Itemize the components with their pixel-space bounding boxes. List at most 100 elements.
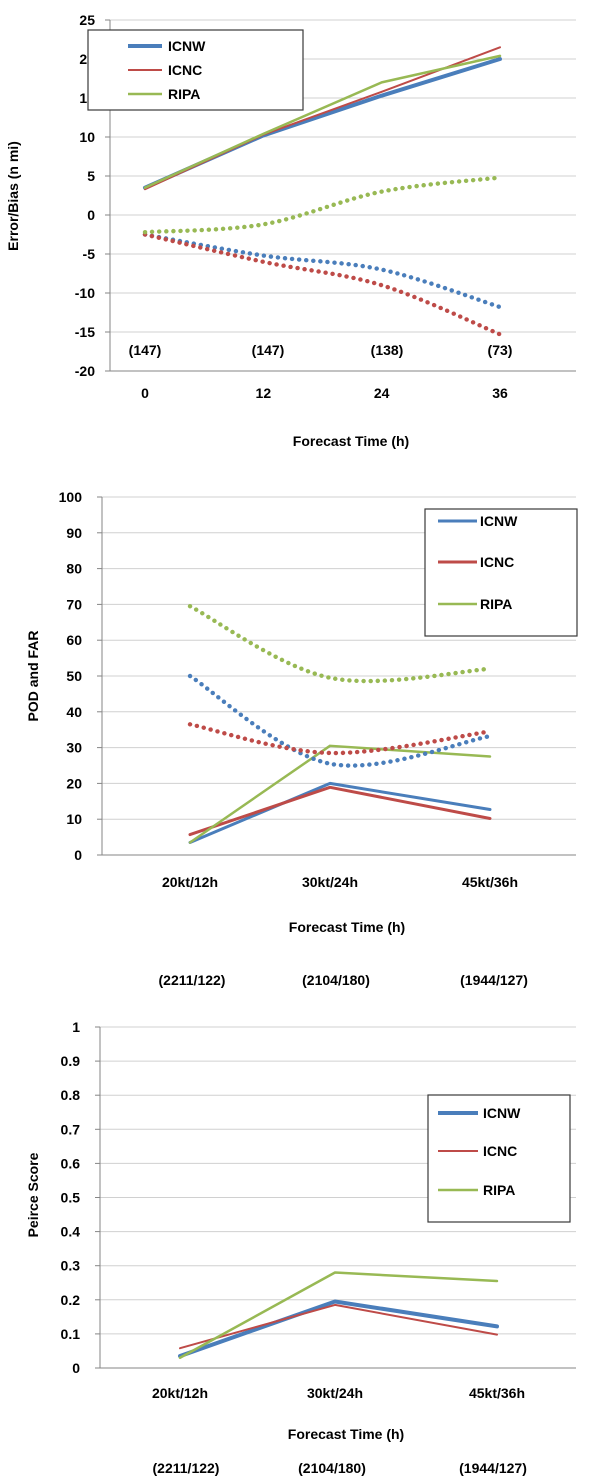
sample-size-label: (2211/122) [153, 1460, 220, 1476]
y-tick-label: 50 [66, 668, 82, 684]
x-tick-label: 20kt/12h [162, 874, 218, 890]
y-tick-label: 25 [79, 12, 95, 28]
sample-size-label: (147) [129, 342, 162, 358]
y-tick-label: 0.5 [61, 1190, 81, 1206]
y-axis-title: POD and FAR [25, 630, 41, 721]
legend-label-ripa: RIPA [480, 596, 512, 612]
series-icnw-solid [188, 781, 492, 844]
sample-size-label: (138) [371, 342, 404, 358]
y-tick-label: -10 [75, 285, 95, 301]
series-icnc-solid [179, 1303, 498, 1350]
series-ripa-dotted [187, 603, 493, 684]
sample-size-label: (147) [252, 342, 285, 358]
y-tick-label: 30 [66, 740, 82, 756]
x-tick-label: 0 [141, 385, 149, 401]
y-tick-label: -20 [75, 363, 95, 379]
y-tick-label: 0.4 [61, 1224, 81, 1240]
series-icnc-dotted [142, 232, 503, 337]
series-icnw-dotted [187, 673, 493, 768]
legend-box [87, 29, 304, 111]
y-tick-label: 0.8 [61, 1087, 81, 1103]
series-ripa-solid [178, 1271, 499, 1360]
legend: ICNW ICNC RIPA [427, 1094, 571, 1223]
series-line [178, 1271, 499, 1360]
y-tick-label: 90 [66, 525, 82, 541]
sample-size-label: (1944/127) [460, 972, 528, 988]
y-tick-label: 40 [66, 704, 82, 720]
legend-box [427, 1094, 571, 1223]
legend-label-icnc: ICNC [483, 1143, 517, 1159]
y-tick-label: 60 [66, 632, 82, 648]
y-tick-label: 0 [87, 207, 95, 223]
y-tick-label: 5 [87, 168, 95, 184]
y-tick-label: 0.7 [61, 1121, 81, 1137]
series-dotted-line [142, 232, 503, 337]
y-tick-label: 100 [59, 489, 83, 505]
series-line [143, 54, 502, 189]
y-tick-label: 70 [66, 596, 82, 612]
y-tick-label: 10 [66, 811, 82, 827]
legend-label-ripa: RIPA [483, 1182, 515, 1198]
x-axis-title: Forecast Time (h) [289, 919, 405, 935]
legend: ICNW ICNC RIPA [87, 29, 304, 111]
x-axis-title: Forecast Time (h) [293, 433, 409, 449]
series-ripa-solid [188, 744, 492, 844]
y-axis-title: Error/Bias (n mi) [5, 141, 21, 251]
series-icnw-dotted [142, 232, 503, 310]
y-tick-label: -15 [75, 324, 95, 340]
series-line [178, 1299, 499, 1359]
y-tick-label: 0.9 [61, 1053, 81, 1069]
x-tick-label: 30kt/24h [302, 874, 358, 890]
series-line [179, 1303, 498, 1350]
sample-size-label: (2104/180) [302, 972, 370, 988]
series-dotted-line [142, 232, 503, 310]
series-ripa-dotted [142, 175, 503, 235]
legend-label-icnc: ICNC [168, 62, 202, 78]
legend-label-ripa: RIPA [168, 86, 200, 102]
y-tick-label: 0.2 [61, 1292, 81, 1308]
sample-size-label: (2211/122) [159, 972, 226, 988]
sample-size-label: (1944/127) [459, 1460, 527, 1476]
x-tick-label: 20kt/12h [152, 1385, 208, 1401]
series-dotted-line [142, 175, 503, 235]
x-axis-title: Forecast Time (h) [288, 1426, 404, 1442]
chart-3: 1 0.9 0.8 0.7 0.6 0.5 0.4 0.3 0.2 0.1 0 20kt/12h 30k… [25, 1019, 576, 1476]
series-icnw-solid [178, 1299, 499, 1359]
x-tick-label: 36 [492, 385, 508, 401]
x-tick-label: 30kt/24h [307, 1385, 363, 1401]
legend-label-icnw: ICNW [168, 38, 206, 54]
y-tick-label: 20 [66, 775, 82, 791]
y-tick-label: 0.3 [61, 1258, 81, 1274]
legend-box [424, 508, 578, 637]
series-line [188, 785, 492, 837]
y-tick-label: 0.1 [61, 1326, 81, 1342]
legend: ICNW ICNC RIPA [424, 508, 578, 637]
series-line [188, 781, 492, 844]
series-dotted-line [187, 722, 493, 756]
legend-label-icnw: ICNW [480, 513, 518, 529]
y-tick-label: 80 [66, 561, 82, 577]
series-dotted-line [187, 603, 493, 684]
y-axis-title: Peirce Score [25, 1152, 41, 1237]
y-tick-label: 0.6 [61, 1155, 81, 1171]
x-tick-label: 45kt/36h [462, 874, 518, 890]
y-tick-label: 0 [72, 1360, 80, 1376]
legend-label-icnw: ICNW [483, 1105, 521, 1121]
series-dotted-line [187, 673, 493, 768]
x-tick-label: 24 [374, 385, 390, 401]
y-tick-label: 1 [72, 1019, 80, 1035]
y-tick-label: 10 [79, 129, 95, 145]
series-icnc-dotted [187, 722, 493, 756]
sample-size-label: (73) [488, 342, 513, 358]
sample-size-label: (2104/180) [298, 1460, 366, 1476]
legend-label-icnc: ICNC [480, 554, 514, 570]
y-tick-label: -5 [83, 246, 96, 262]
y-tick-label: 0 [74, 847, 82, 863]
x-tick-label: 12 [256, 385, 272, 401]
series-icnc-solid [188, 785, 492, 837]
series-line [188, 744, 492, 844]
x-tick-label: 45kt/36h [469, 1385, 525, 1401]
